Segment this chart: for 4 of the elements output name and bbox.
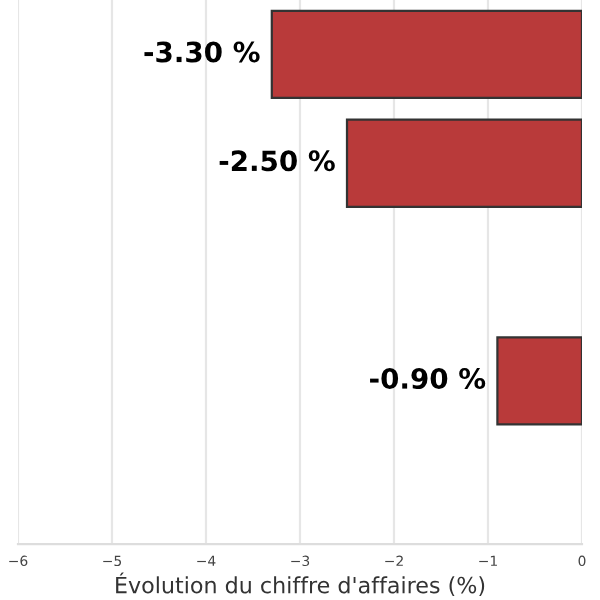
data-label: -3.30 % bbox=[144, 41, 260, 63]
data-label: -0.90 % bbox=[370, 367, 486, 389]
data-label: -2.50 % bbox=[219, 150, 335, 172]
x-axis-title: Évolution du chiffre d'affaires (%) bbox=[116, 572, 485, 597]
